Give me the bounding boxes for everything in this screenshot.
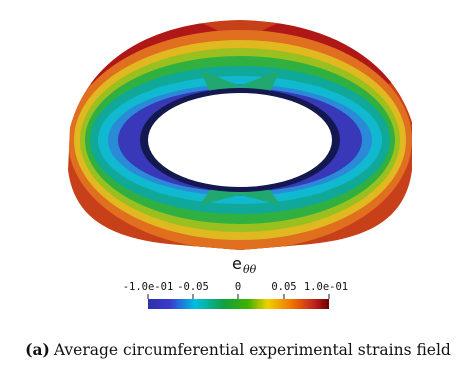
colorbar [148, 299, 329, 309]
colorbar-tick-labels: -1.0e-01 -0.05 0 0.05 1.0e-01 [123, 281, 348, 293]
colorbar-title-subscript: θθ [243, 263, 257, 276]
caption-text: Average circumferential experimental str… [53, 341, 451, 359]
colorbar-tick-label: 0.05 [271, 281, 296, 293]
colorbar-tick-label: 0 [235, 281, 241, 293]
inner-hole [148, 93, 332, 187]
colorbar-tick-label: -0.05 [177, 281, 209, 293]
colorbar-tick-label: -1.0e-01 [123, 281, 174, 293]
caption-label: (a) [25, 340, 50, 359]
colorbar-title: e [232, 254, 242, 273]
colorbar-tick-label: 1.0e-01 [304, 281, 348, 293]
strain-field-plot: e θθ -1.0e-01 -0.05 0 0.05 1.0e-01 [68, 20, 412, 309]
colorbar-ticks [147, 294, 330, 299]
figure-caption: (a) Average circumferential experimental … [0, 340, 476, 359]
